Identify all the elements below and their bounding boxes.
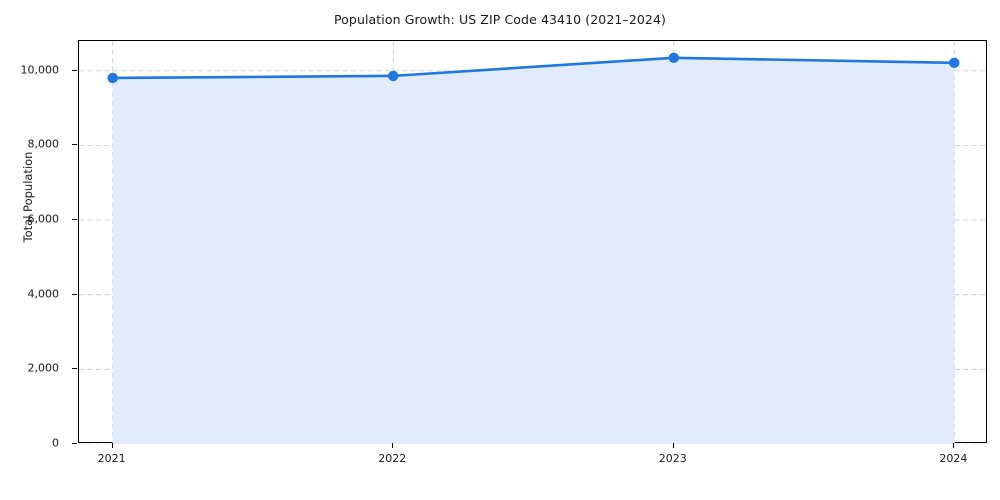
data-point-marker: [107, 72, 118, 84]
data-point-marker: [668, 52, 679, 63]
series-markers: [107, 52, 960, 84]
y-axis-tick-mark: [72, 368, 77, 370]
y-axis-tick-mark: [72, 69, 77, 71]
y-axis-tick-mark: [72, 144, 77, 146]
plot-area: [78, 40, 988, 444]
series-line: [111, 56, 956, 80]
y-axis-tick-mark: [72, 293, 77, 295]
y-axis-tick-label: 0: [52, 436, 59, 450]
x-axis-tick-label: 2023: [658, 452, 687, 465]
y-axis-tick-label: 6,000: [27, 212, 60, 226]
x-axis-tick-label: 2024: [939, 452, 968, 465]
y-axis-tick-mark: [72, 443, 77, 444]
x-axis-tick-label: 2021: [97, 452, 126, 465]
x-axis-tick-mark: [111, 443, 113, 448]
y-axis-tick-label: 10,000: [20, 63, 60, 77]
data-point-marker: [388, 70, 399, 82]
plot-svg: [79, 41, 988, 444]
y-axis-tick-label: 2,000: [27, 361, 60, 375]
area-fill: [112, 57, 955, 444]
y-axis-tick-label: 8,000: [27, 137, 60, 151]
x-axis-tick-mark: [392, 443, 394, 448]
chart-title: Population Growth: US ZIP Code 43410 (20…: [333, 12, 667, 27]
y-axis-tick-mark: [72, 219, 77, 221]
data-point-marker: [949, 57, 960, 69]
x-axis-tick-mark: [953, 443, 955, 448]
y-axis-tick-labels: 0 2,000 4,000 6,000 8,000 10,000: [0, 0, 69, 500]
x-axis-tick-mark: [672, 443, 674, 448]
x-axis-tick-label: 2022: [378, 452, 407, 465]
y-axis-tick-label: 4,000: [27, 287, 60, 301]
